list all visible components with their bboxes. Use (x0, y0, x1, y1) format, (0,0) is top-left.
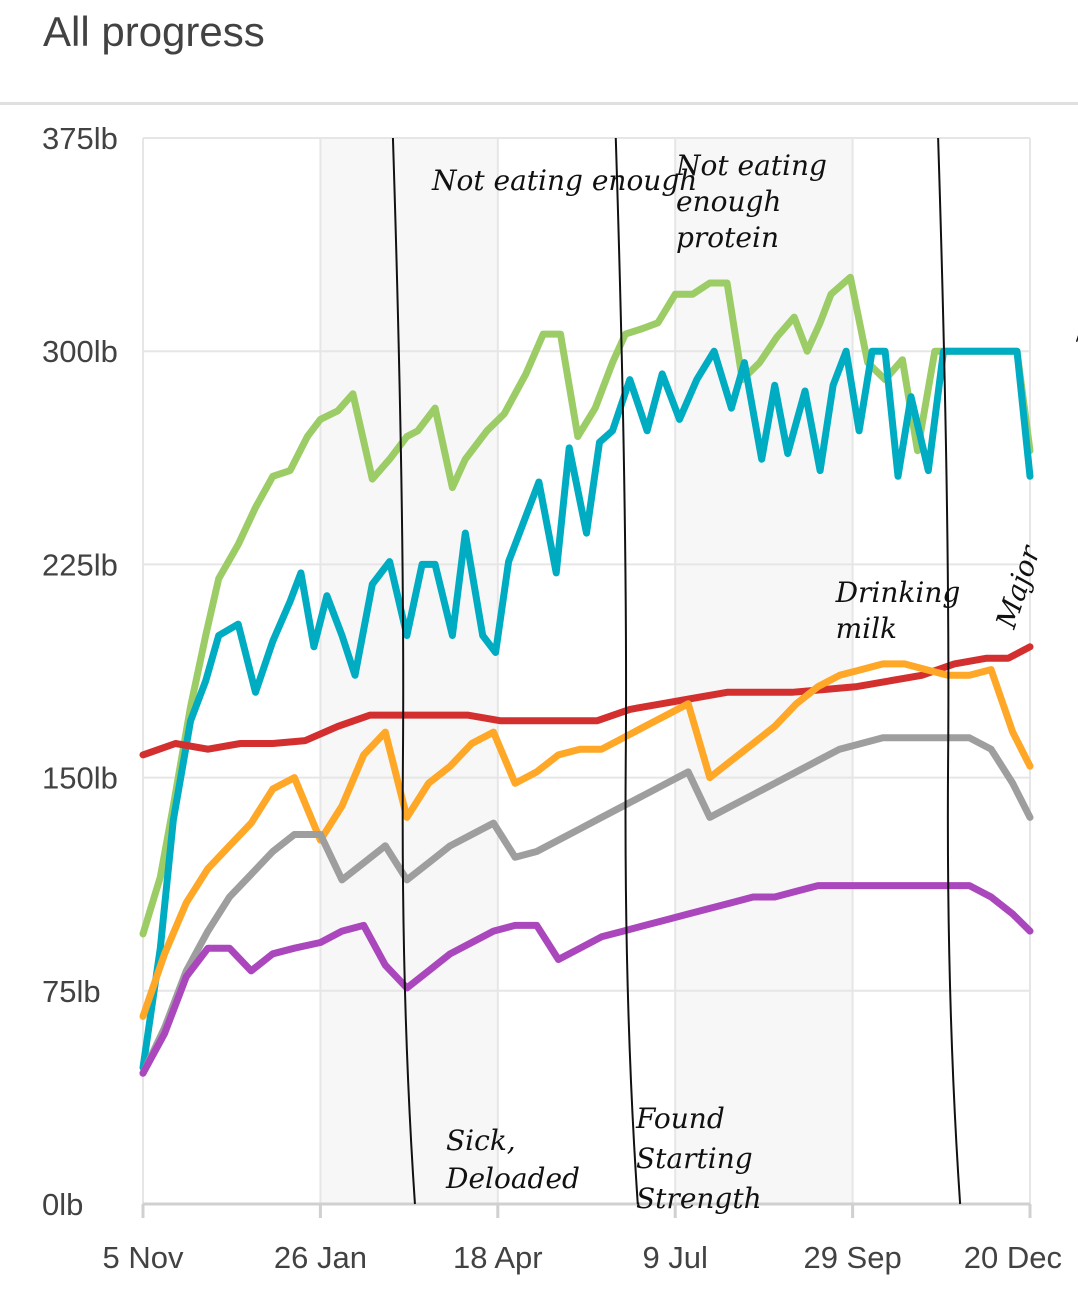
note-not-eating-enough: Not eating enough (431, 164, 697, 197)
series-line-3 (139, 660, 1034, 1020)
shaded-bands (320, 138, 853, 1204)
y-axis-ticks: 375lb 300lb 225lb 150lb 75lb 0lb (42, 121, 118, 1222)
event-line-1 (614, 137, 639, 1205)
series-line-5 (139, 882, 1034, 1077)
chart-header: All progress (0, 0, 1078, 105)
series-line-0 (139, 273, 1034, 938)
shaded-band-0 (320, 138, 498, 1204)
y-tick-label: 75lb (42, 974, 101, 1009)
annotation-0: Drinking milk (835, 576, 961, 645)
event-lines (391, 137, 962, 1205)
x-axis-ticks: 5 Nov 26 Jan 18 Apr 9 Jul 29 Sep 20 Dec (103, 1204, 1062, 1275)
x-tick-label: 5 Nov (103, 1240, 184, 1275)
y-tick-label: 225lb (42, 547, 118, 582)
event-line-0 (391, 137, 416, 1205)
y-tick-label: 300lb (42, 334, 118, 369)
x-tick-label: 29 Sep (803, 1240, 901, 1275)
event-line-2 (937, 137, 962, 1205)
x-tick-label: 18 Apr (453, 1240, 543, 1275)
series-line-4 (139, 734, 1034, 1077)
page-title: All progress (43, 8, 265, 55)
y-tick-label: 150lb (42, 761, 118, 796)
y-tick-label: 375lb (42, 121, 118, 156)
y-tick-label: 0lb (42, 1187, 83, 1222)
x-tick-label: 20 Dec (964, 1240, 1062, 1275)
note-not-eating-protein: Not eating enough protein (675, 149, 827, 254)
x-tick-label: 26 Jan (274, 1240, 367, 1275)
series-line-1 (139, 347, 1034, 1072)
note-found-starting-strength: Found Starting Strength (635, 1102, 762, 1215)
grid-lines (142, 137, 1031, 1206)
x-tick-label: 9 Jul (642, 1240, 707, 1275)
series-lines (139, 273, 1034, 1077)
series-line-2 (139, 643, 1034, 759)
note-sick-deloaded: Sick, Deloaded (445, 1124, 580, 1195)
